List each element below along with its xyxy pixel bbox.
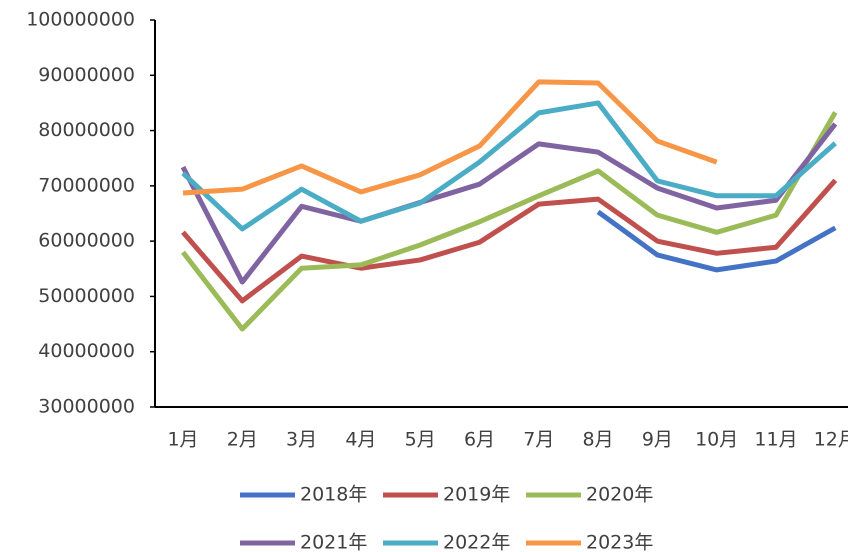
x-tick-label: 9月 bbox=[642, 429, 673, 451]
x-tick-label: 12月 bbox=[814, 429, 848, 451]
y-tick-label: 60000000 bbox=[38, 230, 135, 252]
legend-label: 2021年 bbox=[300, 532, 367, 552]
line-series bbox=[181, 100, 837, 232]
legend-label: 2019年 bbox=[443, 484, 510, 506]
x-tick-label: 8月 bbox=[583, 429, 614, 451]
line-series bbox=[182, 79, 718, 196]
line-series bbox=[181, 111, 838, 332]
x-tick-label: 11月 bbox=[754, 429, 797, 451]
line-series bbox=[596, 209, 837, 273]
x-tick-label: 6月 bbox=[464, 429, 495, 451]
y-tick-label: 30000000 bbox=[38, 396, 135, 418]
y-tick-label: 70000000 bbox=[38, 174, 135, 196]
x-tick-label: 1月 bbox=[167, 429, 198, 451]
x-tick-label: 4月 bbox=[345, 429, 376, 451]
line-series bbox=[180, 122, 838, 285]
y-tick-label: 80000000 bbox=[38, 119, 135, 141]
x-tick-label: 7月 bbox=[523, 429, 554, 451]
x-tick-label: 5月 bbox=[405, 429, 436, 451]
legend-label: 2023年 bbox=[586, 532, 653, 552]
legend-label: 2020年 bbox=[586, 484, 653, 506]
line-series bbox=[181, 178, 838, 304]
legend-label: 2018年 bbox=[300, 484, 367, 506]
x-tick-label: 10月 bbox=[695, 429, 738, 451]
legend-label: 2022年 bbox=[443, 532, 510, 552]
y-tick-label: 100000000 bbox=[26, 9, 135, 31]
x-tick-label: 2月 bbox=[227, 429, 258, 451]
y-tick-label: 50000000 bbox=[38, 285, 135, 307]
y-tick-label: 90000000 bbox=[38, 64, 135, 86]
y-tick-label: 40000000 bbox=[38, 340, 135, 362]
x-tick-label: 3月 bbox=[286, 429, 317, 451]
